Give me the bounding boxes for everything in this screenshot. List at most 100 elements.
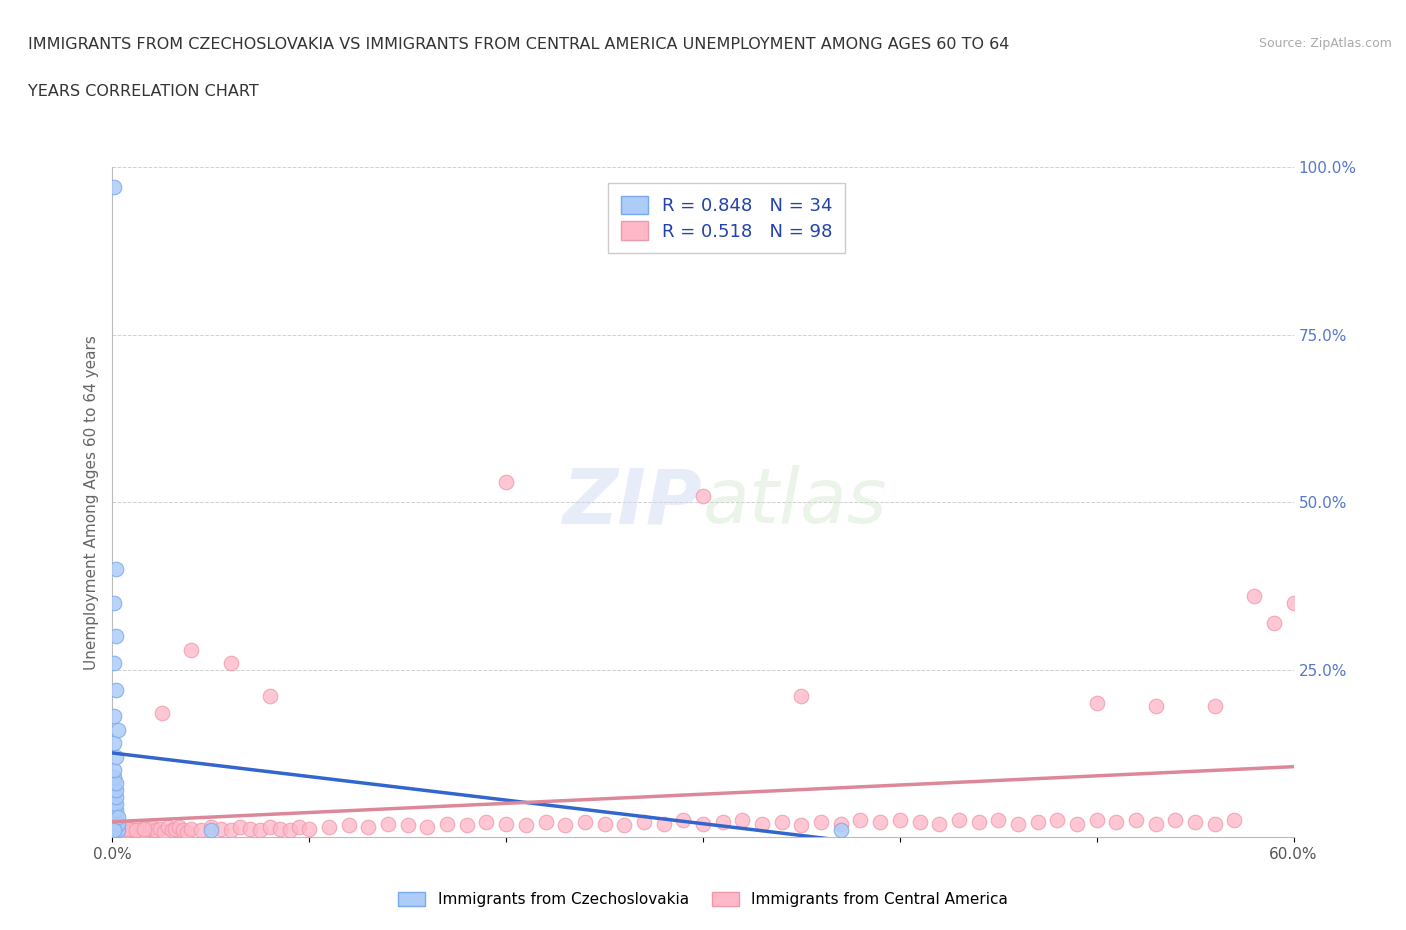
Point (1026, 815, 1049, 830)
Point (849, 813, 872, 828)
Point (633, 815, 655, 830)
Point (105, 629, 128, 644)
Point (117, 821, 139, 836)
Point (495, 817, 517, 831)
Point (928, 817, 950, 831)
Point (107, 809, 129, 824)
Point (593, 817, 616, 831)
Point (125, 823, 148, 838)
Point (200, 819, 222, 834)
Point (751, 817, 773, 831)
Point (209, 821, 232, 836)
Point (456, 817, 478, 832)
Point (249, 823, 271, 838)
Point (1046, 813, 1069, 828)
Point (105, 823, 128, 838)
Text: IMMIGRANTS FROM CZECHOSLOVAKIA VS IMMIGRANTS FROM CENTRAL AMERICA UNEMPLOYMENT A: IMMIGRANTS FROM CZECHOSLOVAKIA VS IMMIGR… (28, 37, 1010, 52)
Point (121, 823, 143, 838)
Point (574, 815, 596, 830)
Point (160, 823, 183, 838)
Point (515, 817, 537, 832)
Point (103, 656, 125, 671)
Point (145, 823, 167, 838)
Point (125, 819, 148, 834)
Point (790, 817, 813, 832)
Point (115, 824, 138, 839)
Point (652, 817, 675, 831)
Point (103, 776, 125, 790)
Point (107, 826, 129, 841)
Point (731, 813, 754, 828)
Point (103, 823, 125, 838)
Point (1007, 817, 1029, 831)
Point (1164, 813, 1187, 828)
Text: YEARS CORRELATION CHART: YEARS CORRELATION CHART (28, 84, 259, 99)
Point (1243, 589, 1265, 604)
Point (103, 809, 125, 824)
Point (111, 823, 134, 838)
Point (107, 817, 129, 831)
Point (105, 783, 128, 798)
Point (103, 817, 125, 831)
Point (105, 809, 128, 824)
Point (103, 790, 125, 804)
Point (132, 824, 155, 839)
Point (948, 813, 970, 828)
Point (889, 813, 911, 828)
Point (149, 821, 172, 836)
Point (219, 823, 242, 838)
Point (1184, 815, 1206, 830)
Point (105, 790, 128, 804)
Point (1085, 696, 1108, 711)
Point (132, 821, 155, 836)
Point (259, 819, 281, 834)
Point (103, 803, 125, 817)
Point (692, 817, 714, 831)
Point (770, 815, 793, 830)
Point (105, 796, 128, 811)
Point (103, 709, 125, 724)
Point (136, 821, 159, 836)
Point (1066, 817, 1088, 831)
Point (278, 823, 301, 838)
Point (1144, 699, 1167, 714)
Point (269, 821, 291, 836)
Point (105, 750, 128, 764)
Point (810, 815, 832, 830)
Point (107, 723, 129, 737)
Text: ZIP: ZIP (564, 465, 703, 539)
Point (105, 562, 128, 577)
Point (156, 819, 179, 834)
Point (111, 823, 134, 838)
Point (172, 823, 194, 838)
Point (298, 821, 321, 836)
Point (830, 817, 852, 831)
Point (396, 817, 419, 832)
Point (107, 823, 129, 838)
Point (103, 763, 125, 777)
Point (200, 823, 222, 838)
Point (103, 180, 125, 195)
Point (987, 813, 1010, 828)
Point (103, 783, 125, 798)
Point (672, 813, 695, 828)
Point (105, 683, 128, 698)
Point (830, 823, 852, 838)
Point (711, 815, 734, 830)
Point (318, 819, 340, 834)
Point (103, 595, 125, 610)
Point (259, 689, 281, 704)
Point (436, 817, 458, 831)
Point (1282, 595, 1305, 610)
Point (239, 821, 262, 836)
Point (103, 796, 125, 811)
Point (120, 821, 142, 836)
Point (692, 488, 714, 503)
Point (1144, 817, 1167, 831)
Point (169, 819, 191, 834)
Point (190, 823, 212, 838)
Point (176, 824, 198, 839)
Point (790, 689, 813, 704)
Point (534, 815, 557, 830)
Point (1263, 616, 1285, 631)
